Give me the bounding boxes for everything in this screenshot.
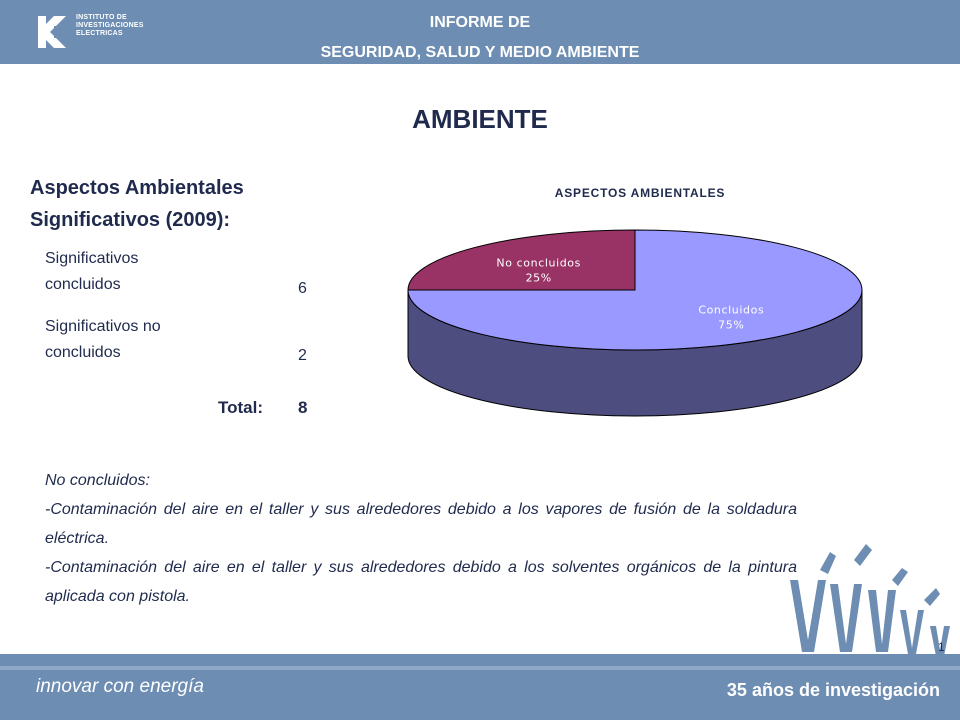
- logo-line-3: ELECTRICAS: [76, 30, 123, 37]
- page-number: 1: [938, 640, 945, 654]
- summary-row-not-concluded-value: 2: [298, 347, 307, 364]
- notes-heading: No concluidos:: [45, 472, 150, 489]
- footer-slogan: innovar con energía: [36, 676, 204, 697]
- label-line-2: concluidos: [45, 344, 121, 361]
- header-title-line-2: SEGURIDAD, SALUD Y MEDIO AMBIENTE: [320, 44, 640, 61]
- label-line-1: Significativos no: [45, 318, 161, 335]
- logo-line-1: INSTITUTO DE: [76, 14, 127, 21]
- decorative-figures-icon: [790, 544, 950, 656]
- label-line-2: concluidos: [45, 276, 121, 293]
- iie-logo-icon: [38, 16, 66, 48]
- summary-row-not-concluded-label: Significativos no concluidos: [45, 314, 245, 366]
- summary-heading-line-2: Significativos (2009):: [30, 209, 231, 231]
- pie-label-no-concluidos: No concluidos: [496, 257, 581, 270]
- header-title-line-1: INFORME DE: [429, 14, 531, 31]
- summary-heading: Aspectos Ambientales Significativos (200…: [30, 172, 310, 236]
- pie-slice-concluidos: [407, 229, 863, 351]
- total-value: 8: [298, 398, 308, 417]
- pie-value-label-no-concluidos: 25%: [526, 272, 552, 285]
- notes: No concluidos: -Contaminación del aire e…: [45, 466, 797, 611]
- footer-anniversary: 35 años de investigación: [726, 680, 940, 700]
- summary-row-concluded-value: 6: [298, 280, 307, 297]
- pie-chart: Concluidos 75% No concluidos 25%: [407, 229, 863, 417]
- label-line-1: Significativos: [45, 250, 139, 267]
- chart-title: ASPECTOS AMBIENTALES: [554, 186, 726, 200]
- notes-item-2: -Contaminación del aire en el taller y s…: [45, 559, 797, 605]
- logo-text: INSTITUTO DE INVESTIGACIONES ELECTRICAS: [76, 14, 144, 38]
- pie-slice-no-concluidos: [407, 229, 636, 291]
- summary-heading-line-1: Aspectos Ambientales: [30, 177, 244, 199]
- summary-row-concluded-label: Significativos concluidos: [45, 246, 245, 298]
- pie-label-concluidos: Concluidos: [698, 303, 764, 316]
- pie-value-label-concluidos: 75%: [718, 318, 744, 331]
- footer-band: [0, 666, 960, 670]
- header-bar: INSTITUTO DE INVESTIGACIONES ELECTRICAS …: [0, 0, 960, 64]
- notes-item-1: -Contaminación del aire en el taller y s…: [45, 501, 797, 547]
- page-title: AMBIENTE: [412, 104, 548, 134]
- total-label: Total:: [218, 398, 264, 417]
- logo-line-2: INVESTIGACIONES: [76, 22, 144, 29]
- footer-bar: [0, 654, 960, 720]
